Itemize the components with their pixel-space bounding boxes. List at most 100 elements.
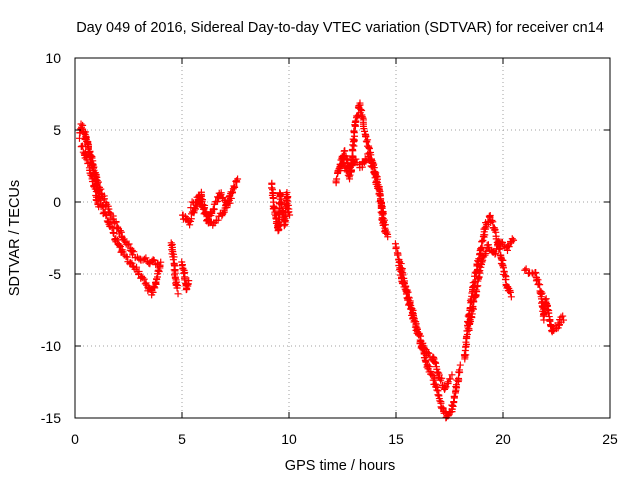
data-point [498,238,506,246]
data-point [333,175,341,183]
data-point [135,267,143,275]
data-point [374,183,382,191]
data-point [350,129,358,137]
data-point [130,248,138,256]
data-point [341,147,349,155]
x-tick-label: 0 [71,431,79,447]
x-tick-label: 20 [495,431,511,447]
data-point [510,236,518,244]
data-point [544,306,552,314]
data-point [93,177,101,185]
data-point [139,274,147,282]
data-point [399,271,407,279]
data-point [349,147,357,155]
data-point [424,362,432,370]
data-point [559,312,567,320]
data-point [381,221,389,229]
data-point [228,188,236,196]
data-point [155,268,163,276]
data-point [84,159,92,167]
data-point [533,275,541,283]
data-point [493,245,501,253]
data-point [180,269,188,277]
data-point [112,218,120,226]
data-point [181,276,189,284]
data-point [150,256,158,264]
y-axis-label: SDTVAR / TECUs [7,180,23,296]
data-point [403,287,411,295]
data-point [405,294,413,302]
data-point [455,366,463,374]
data-point [352,117,360,125]
data-point [106,209,114,217]
data-point [286,211,294,219]
data-point [340,159,348,167]
data-point [110,229,118,237]
data-point [546,316,554,324]
y-tick-label: -15 [41,410,61,426]
y-tick-label: 0 [53,194,61,210]
data-point [481,251,489,259]
data-point [377,195,385,203]
data-point [492,249,500,257]
data-point [102,212,110,220]
data-point [364,136,372,144]
data-point [456,361,464,369]
data-point [285,208,293,216]
data-point [545,309,553,317]
data-point [141,280,149,288]
data-point [531,269,539,277]
data-point [448,402,456,410]
data-point [88,177,96,185]
y-tick-label: -5 [49,266,62,282]
x-tick-label: 10 [281,431,297,447]
data-point [536,281,544,289]
data-point [378,211,386,219]
data-point [123,253,131,261]
data-point [96,186,104,194]
data-point [356,101,364,109]
y-tick-label: 10 [45,50,61,66]
data-point [233,177,241,185]
data-point [521,266,529,274]
data-point [118,247,126,255]
data-point [486,211,494,219]
data-point [195,191,203,199]
data-point [275,219,283,227]
data-point [77,120,85,128]
data-point [499,262,507,270]
data-point [154,259,162,267]
data-point [368,163,376,171]
data-point [471,272,479,280]
data-point [93,196,101,204]
data-point [338,154,346,162]
data-point [394,249,402,257]
data-point [373,182,381,190]
x-tick-label: 25 [602,431,618,447]
data-point [405,293,413,301]
data-point [438,374,446,382]
data-point [358,111,366,119]
data-point [100,195,108,203]
data-point [119,248,127,256]
data-point [95,203,103,211]
data-point [214,216,222,224]
data-point [381,228,389,236]
data-point [271,208,279,216]
data-point [450,393,458,401]
data-point [474,274,482,282]
data-point [219,193,227,201]
data-point [478,238,486,246]
data-point [185,277,193,285]
data-point [446,375,454,383]
data-point [560,316,568,324]
data-points [75,99,568,422]
data-point [465,325,473,333]
x-axis-label: GPS time / hours [285,458,395,474]
data-point [421,344,429,352]
data-point [217,189,225,197]
data-point [115,241,123,249]
data-point [173,284,181,292]
